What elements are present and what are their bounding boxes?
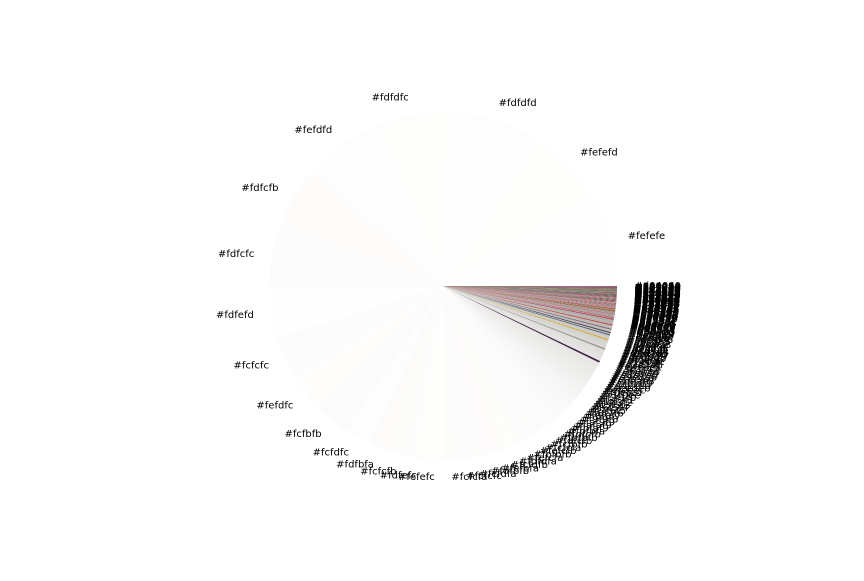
pie-slice-label: #fcfdfc: [313, 448, 349, 459]
pie-slice-label: #fefefd: [580, 147, 618, 158]
pie-slice-label: #fcfcfc: [234, 361, 269, 372]
pie-slice-label: #d04060: [634, 281, 681, 292]
pie-slice-label: #fdfcfc: [218, 249, 254, 260]
pie-slice-label: #fcfbfb: [284, 429, 321, 440]
pie-slice-label: #fefdfd: [294, 125, 332, 136]
pie-slice-label: #fdfcfb: [241, 183, 278, 194]
pie-slice-label: #fefdfc: [256, 400, 293, 411]
pie-slice-label: #fdfdfc: [372, 93, 409, 104]
pie-slice-label: #fdfdfd: [499, 98, 537, 109]
pie-slice-label: #fefefe: [628, 231, 665, 242]
pie-slice-label: #fdfefd: [216, 310, 254, 321]
pie-slices: [269, 112, 617, 460]
pie-slice-label: #fefefc: [398, 472, 435, 483]
